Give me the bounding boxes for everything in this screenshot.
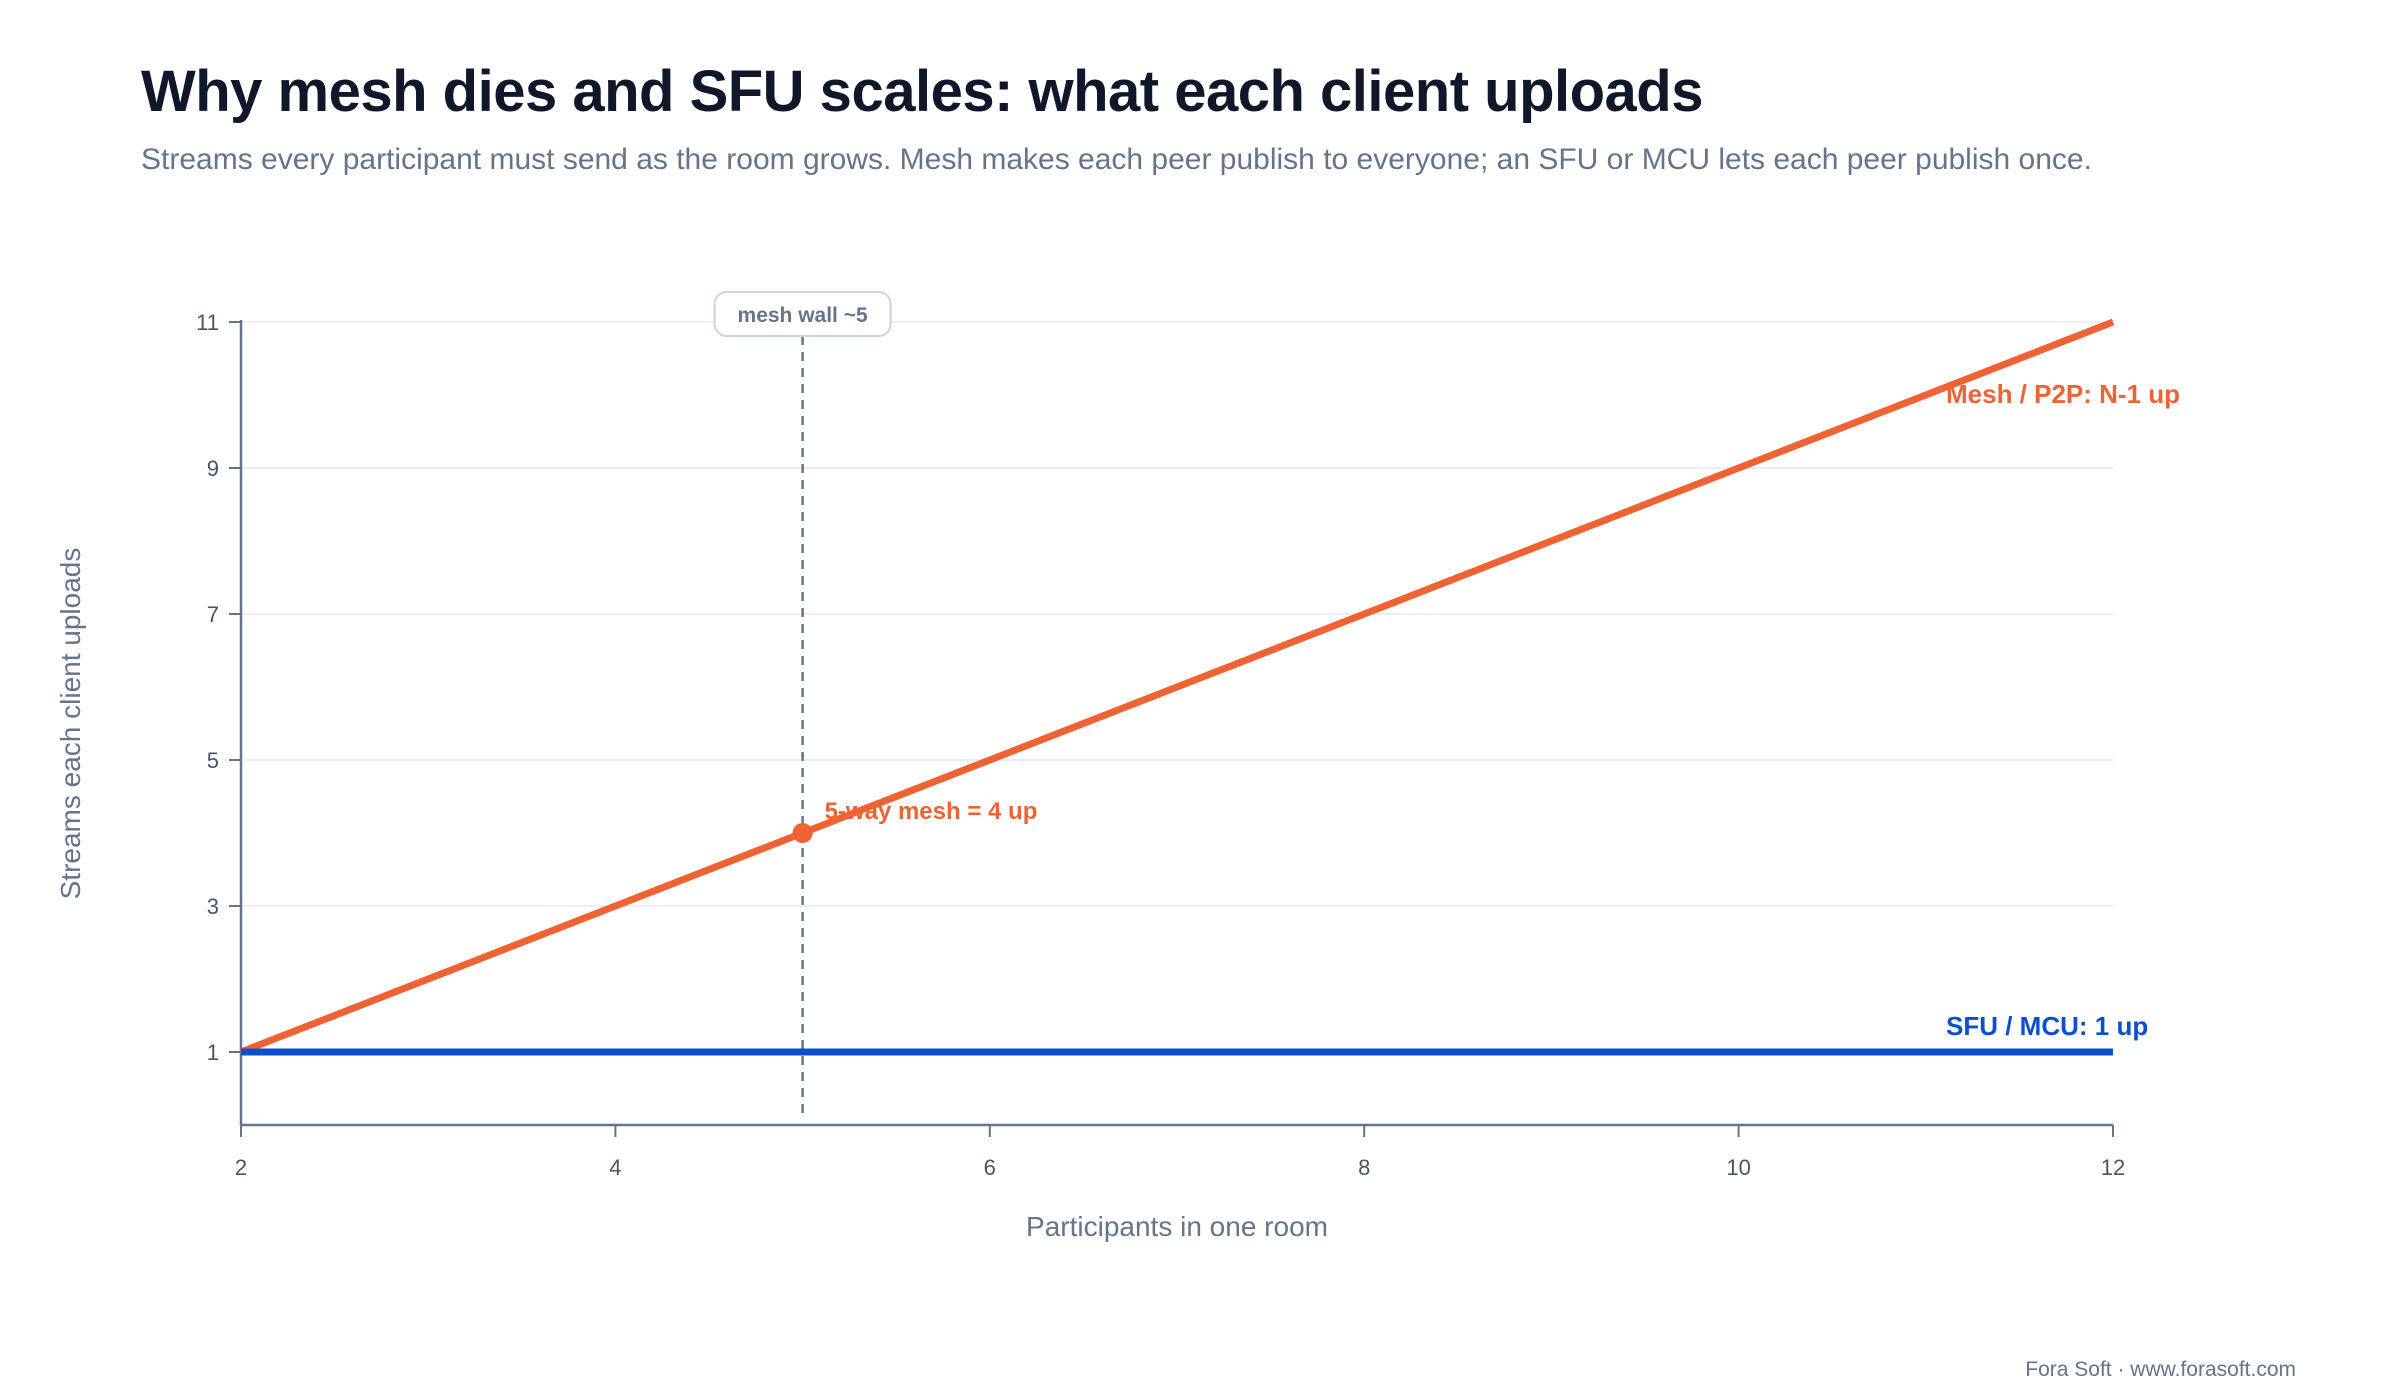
x-tick-label: 8 — [1358, 1155, 1370, 1180]
y-tick-label: 9 — [207, 456, 219, 481]
x-axis-title: Participants in one room — [1026, 1211, 1328, 1242]
annotation-layer: mesh wall ~5 — [713, 291, 892, 1117]
mesh-wall-label: mesh wall ~5 — [738, 304, 868, 327]
chart-title: Why mesh dies and SFU scales: what each … — [141, 59, 1704, 124]
x-tick-label: 4 — [609, 1155, 621, 1180]
axes-layer: 1 3 5 7 9 11 2 4 6 8 10 12 Participants in one room S… — [55, 310, 2125, 1242]
mesh-series-label: Mesh / P2P: N-1 up — [1946, 379, 2180, 409]
series-layer — [239, 318, 2115, 1056]
chart-subtitle: Streams every participant must send as t… — [141, 143, 2092, 176]
mesh-wall-badge — [713, 291, 892, 337]
x-tick-label: 10 — [1726, 1155, 1750, 1180]
sfu-series-label: SFU / MCU: 1 up — [1946, 1011, 2148, 1041]
five-way-mesh-label: 5-way mesh = 4 up — [825, 798, 1038, 825]
label-layer: 5-way mesh = 4 up Mesh / P2P: N-1 up SFU /… — [792, 379, 2180, 1041]
y-tick-label: 3 — [207, 894, 219, 919]
y-tick-label: 11 — [196, 310, 219, 335]
y-tick-label: 1 — [207, 1040, 219, 1065]
y-tick-label: 7 — [207, 602, 219, 627]
x-tick-label: 12 — [2101, 1155, 2125, 1180]
y-tick-label: 5 — [207, 748, 219, 773]
y-axis-title: Streams each client uploads — [55, 548, 86, 900]
five-way-mesh-marker — [792, 823, 813, 843]
mesh-p2p-line — [239, 318, 2115, 1056]
x-tick-label: 2 — [235, 1155, 247, 1180]
x-tick-label: 6 — [984, 1155, 996, 1180]
footer-credit: Fora Soft · www.forasoft.com — [2025, 1358, 2296, 1381]
